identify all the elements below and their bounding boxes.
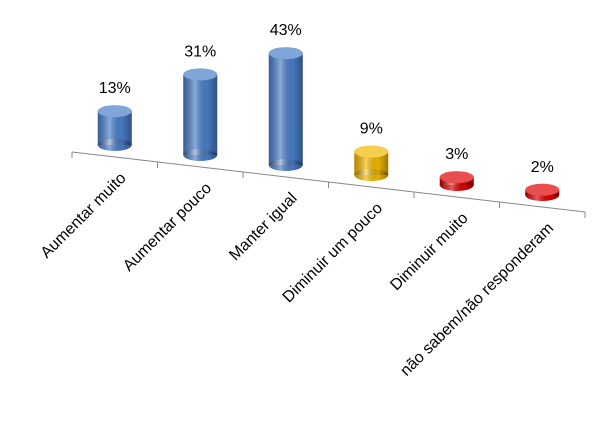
bar-top-light <box>97 105 132 118</box>
bar-bottom-shade <box>183 149 218 161</box>
category-label: Aumentar muito <box>38 170 130 262</box>
bar-shade <box>268 53 303 166</box>
value-label: 2% <box>531 159 554 176</box>
value-label: 43% <box>270 22 302 39</box>
category-label: não sabem/não responderam <box>397 220 557 380</box>
category-label: Aumentar pouco <box>120 180 215 275</box>
bar-shade <box>354 151 389 175</box>
bar-bottom-shade <box>268 159 303 171</box>
value-label: 9% <box>360 121 383 138</box>
bar-top <box>354 145 389 158</box>
bar-top <box>97 105 132 118</box>
bar-top <box>183 68 218 81</box>
bar-bottom-shade <box>97 139 132 151</box>
bar-top <box>525 183 560 196</box>
bar-top <box>439 171 474 184</box>
bar-top-light <box>183 68 218 81</box>
bar-top <box>268 47 303 60</box>
category-label: Diminuir um pouco <box>280 200 386 306</box>
bar-top-light <box>439 171 474 184</box>
bar-shade <box>183 74 218 155</box>
value-label: 31% <box>184 43 216 60</box>
category-label: Manter igual <box>226 190 300 264</box>
bar-top-light <box>268 47 303 60</box>
value-label: 3% <box>445 146 468 163</box>
bar-top-light <box>354 145 389 158</box>
bar-bottom-shade <box>354 169 389 181</box>
value-label: 13% <box>99 80 131 97</box>
category-label: Diminuir muito <box>387 210 471 294</box>
bar-top-light <box>525 183 560 196</box>
